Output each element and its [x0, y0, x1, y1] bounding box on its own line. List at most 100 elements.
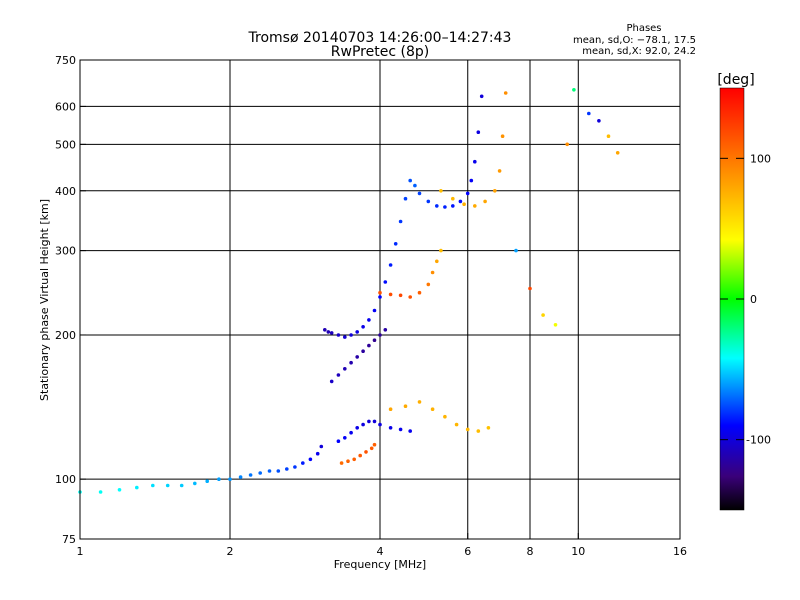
data-point [430, 407, 435, 412]
data-point [361, 349, 365, 354]
data-point [408, 295, 413, 299]
data-point [465, 191, 470, 196]
data-point [258, 471, 263, 475]
y-axis-label: Stationary phase Virtual Height [km] [38, 199, 51, 401]
chart-subtitle: RwPretec (8p) [331, 44, 429, 60]
data-point [393, 242, 398, 246]
y-tick-label: 750 [55, 54, 76, 67]
colorbar-label: [deg] [717, 72, 754, 88]
data-point [408, 429, 413, 433]
colorbar-ticks: 100 0 -100 [720, 152, 771, 447]
data-point [388, 292, 393, 297]
data-point [326, 330, 331, 334]
data-point [372, 419, 377, 424]
data-point [483, 199, 487, 204]
data-point [451, 196, 455, 201]
data-point [369, 446, 374, 451]
data-point [301, 461, 305, 465]
x-axis-label: Frequency [MHz] [334, 558, 426, 571]
x-tick-label: 8 [527, 545, 534, 558]
data-point [476, 429, 481, 433]
data-point [473, 204, 477, 208]
data-point [443, 414, 447, 419]
data-point [367, 343, 371, 348]
data-point [615, 151, 620, 155]
data-point [343, 335, 347, 339]
data-point [398, 293, 403, 298]
data-point [493, 189, 497, 193]
data-point [378, 290, 382, 295]
data-point [439, 248, 443, 253]
data-point [514, 248, 518, 253]
data-point [228, 477, 232, 482]
y-tick-label: 200 [55, 329, 76, 342]
data-point [336, 439, 341, 444]
data-point [355, 355, 360, 359]
data-point [435, 204, 439, 208]
data-point [248, 473, 253, 477]
data-point [355, 426, 360, 430]
data-point [465, 427, 470, 432]
data-point [361, 325, 365, 329]
data-point [486, 426, 491, 430]
data-point [329, 379, 334, 384]
data-point [383, 280, 388, 284]
chart-title: Tromsø 20140703 14:26:00–14:27:43 [248, 30, 512, 46]
data-point [383, 328, 388, 332]
data-point [238, 475, 243, 479]
x-axis-ticks: 1 2 4 6 8 10 16 [77, 533, 687, 558]
data-point [497, 169, 502, 173]
y-axis-ticks: 75 100 200 300 400 500 600 750 [55, 54, 86, 546]
data-point [476, 130, 481, 134]
data-point [343, 436, 347, 440]
data-point [372, 338, 377, 343]
x-tick-label: 1 [77, 545, 84, 558]
data-point [352, 457, 357, 462]
data-point [205, 479, 209, 484]
data-point [403, 404, 408, 409]
data-point [430, 270, 435, 275]
data-point [267, 469, 272, 473]
x-tick-label: 6 [464, 545, 471, 558]
data-point [469, 178, 474, 183]
x-tick-label: 16 [673, 545, 687, 558]
data-point [408, 178, 413, 183]
colorbar-tick-label: 100 [750, 152, 771, 165]
data-point [339, 461, 344, 465]
data-point [426, 199, 431, 204]
data-point [364, 450, 368, 454]
data-point [378, 295, 382, 299]
data-point [98, 490, 103, 494]
x-tick-label: 4 [377, 545, 384, 558]
data-point [528, 286, 532, 291]
data-point [358, 453, 363, 458]
data-point [417, 290, 422, 295]
data-point [426, 282, 431, 287]
data-point [451, 204, 455, 208]
data-point [361, 422, 365, 427]
data-point [151, 483, 155, 488]
data-point [500, 134, 505, 138]
data-point [462, 202, 466, 206]
stats-line-x: mean, sd,X: 92.0, 24.2 [582, 46, 696, 57]
colorbar-tick-label: -100 [746, 434, 771, 447]
y-tick-label: 500 [55, 138, 76, 151]
data-point [417, 191, 422, 196]
data-point [346, 459, 350, 464]
data-point [193, 481, 197, 486]
data-point [439, 189, 443, 193]
data-point [355, 330, 360, 334]
data-point [398, 427, 403, 432]
data-point [336, 373, 341, 377]
y-tick-label: 100 [55, 473, 76, 486]
stats-title: Phases [626, 23, 661, 34]
data-point [117, 488, 122, 492]
data-point [276, 469, 281, 473]
data-point [372, 442, 377, 447]
data-point [349, 333, 353, 337]
data-point [572, 88, 576, 92]
stats-line-o: mean, sd,O: −78.1, 17.5 [573, 35, 696, 46]
data-point [458, 199, 463, 204]
data-point [417, 400, 422, 404]
data-point [503, 91, 508, 95]
